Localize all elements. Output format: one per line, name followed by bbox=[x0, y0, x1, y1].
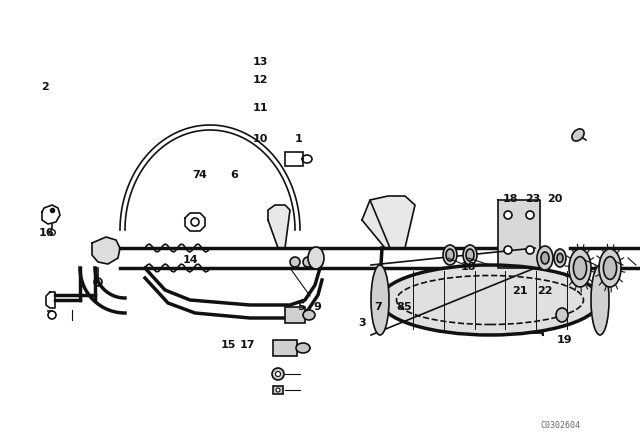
Text: 3: 3 bbox=[358, 318, 366, 327]
Circle shape bbox=[526, 211, 534, 219]
Text: 22: 22 bbox=[538, 286, 553, 296]
Circle shape bbox=[303, 257, 313, 267]
Ellipse shape bbox=[463, 245, 477, 265]
Ellipse shape bbox=[371, 265, 389, 335]
Ellipse shape bbox=[296, 343, 310, 353]
Circle shape bbox=[526, 246, 534, 254]
Text: 21: 21 bbox=[512, 286, 527, 296]
Bar bbox=[273, 340, 297, 356]
Circle shape bbox=[275, 371, 280, 376]
Ellipse shape bbox=[604, 257, 616, 280]
Text: 18: 18 bbox=[502, 194, 518, 204]
Text: 5: 5 bbox=[403, 302, 411, 312]
Ellipse shape bbox=[573, 257, 587, 280]
Polygon shape bbox=[498, 200, 540, 268]
Ellipse shape bbox=[541, 252, 549, 264]
Text: 19: 19 bbox=[557, 336, 572, 345]
FancyBboxPatch shape bbox=[495, 268, 543, 336]
Ellipse shape bbox=[380, 265, 600, 335]
Circle shape bbox=[272, 368, 284, 380]
Ellipse shape bbox=[466, 249, 474, 261]
Text: 7: 7 bbox=[374, 302, 382, 312]
Text: 20: 20 bbox=[547, 194, 563, 204]
Text: 9: 9 bbox=[314, 302, 321, 312]
Text: 8: 8 bbox=[397, 302, 404, 312]
Text: 6: 6 bbox=[230, 170, 238, 180]
Text: 7: 7 bbox=[192, 170, 200, 180]
Text: 12: 12 bbox=[253, 75, 268, 85]
Text: 1: 1 bbox=[294, 134, 302, 144]
Circle shape bbox=[290, 257, 300, 267]
Text: 4: 4 bbox=[198, 170, 206, 180]
Text: 5: 5 bbox=[298, 302, 305, 312]
Ellipse shape bbox=[556, 308, 568, 322]
Ellipse shape bbox=[537, 246, 553, 270]
Ellipse shape bbox=[569, 249, 591, 287]
Text: 13: 13 bbox=[253, 57, 268, 67]
Ellipse shape bbox=[554, 249, 566, 267]
Bar bbox=[285, 307, 305, 323]
Circle shape bbox=[504, 211, 512, 219]
Text: 2: 2 bbox=[42, 82, 49, 92]
Ellipse shape bbox=[303, 310, 315, 320]
Text: 10: 10 bbox=[253, 134, 268, 144]
Ellipse shape bbox=[557, 254, 563, 263]
Bar bbox=[285, 152, 303, 166]
Text: 11: 11 bbox=[253, 103, 268, 112]
Circle shape bbox=[313, 257, 323, 267]
Text: 16: 16 bbox=[38, 228, 54, 238]
Ellipse shape bbox=[591, 265, 609, 335]
Ellipse shape bbox=[599, 249, 621, 287]
Polygon shape bbox=[268, 205, 290, 248]
Ellipse shape bbox=[443, 245, 457, 265]
Polygon shape bbox=[362, 196, 415, 248]
Text: 23: 23 bbox=[525, 194, 540, 204]
Polygon shape bbox=[92, 237, 120, 264]
Bar bbox=[273, 386, 283, 394]
Ellipse shape bbox=[308, 247, 324, 269]
Text: 15: 15 bbox=[221, 340, 236, 350]
Text: 18: 18 bbox=[461, 262, 476, 271]
Text: C0302604: C0302604 bbox=[541, 421, 581, 430]
Ellipse shape bbox=[446, 249, 454, 261]
Ellipse shape bbox=[572, 129, 584, 141]
Text: 17: 17 bbox=[240, 340, 255, 350]
Circle shape bbox=[276, 388, 280, 392]
Text: 14: 14 bbox=[182, 255, 198, 265]
Circle shape bbox=[504, 246, 512, 254]
